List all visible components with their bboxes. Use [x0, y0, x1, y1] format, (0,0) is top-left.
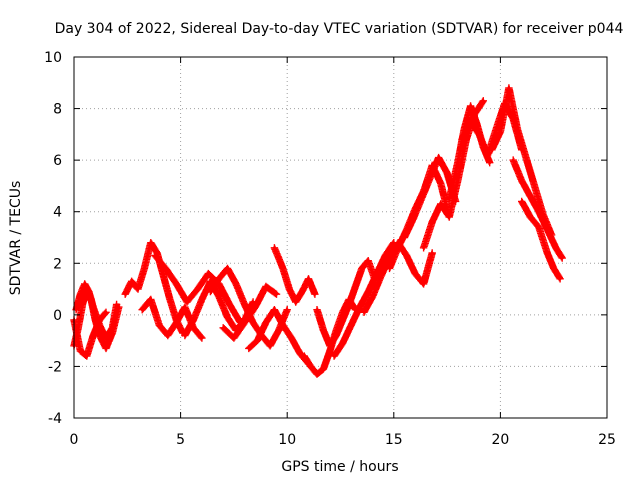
x-axis-label: GPS time / hours [281, 459, 398, 475]
chart-title: Day 304 of 2022, Sidereal Day-to-day VTE… [55, 21, 624, 37]
series-markers [138, 295, 206, 342]
y-tick-label: 8 [53, 102, 62, 118]
series-sat-m [313, 257, 379, 350]
plot-frame [73, 56, 608, 419]
y-tick-label: 6 [53, 153, 62, 169]
x-tick-label: 5 [176, 432, 185, 448]
x-tick-label: 20 [491, 432, 509, 448]
y-tick-label: 4 [53, 205, 62, 221]
series-sat-w [518, 197, 564, 283]
series-markers [245, 306, 313, 368]
x-tick-label: 10 [278, 432, 296, 448]
y-tick-label: -4 [48, 411, 62, 427]
y-tick-label: 10 [44, 50, 62, 66]
x-tick-label: 25 [598, 432, 616, 448]
x-tick-label: 0 [70, 432, 79, 448]
y-tick-label: -2 [48, 359, 62, 375]
series-sat-q [400, 153, 460, 242]
series-sat-d [121, 239, 187, 337]
series-markers [509, 156, 566, 262]
series-markers [219, 282, 281, 342]
series-sat-f [151, 251, 244, 327]
series-sat-i [219, 282, 281, 342]
axis-ticks: 0 5 10 15 20 25 -4 -2 0 2 4 6 8 10 [44, 50, 616, 448]
series-markers [313, 257, 379, 350]
x-tick-label: 15 [385, 432, 403, 448]
data-series [70, 84, 566, 378]
series-markers [518, 197, 564, 283]
y-tick-label: 2 [53, 256, 62, 272]
series-sat-n [330, 239, 398, 360]
series-markers [270, 244, 319, 306]
y-tick-label: 0 [53, 308, 62, 324]
series-sat-b [72, 280, 121, 342]
series-markers [330, 239, 398, 360]
series-sat-v [509, 156, 566, 262]
series-sat-j [245, 306, 313, 368]
series-sat-k [270, 244, 319, 306]
y-axis-label: SDTVAR / TECUs [8, 181, 24, 296]
